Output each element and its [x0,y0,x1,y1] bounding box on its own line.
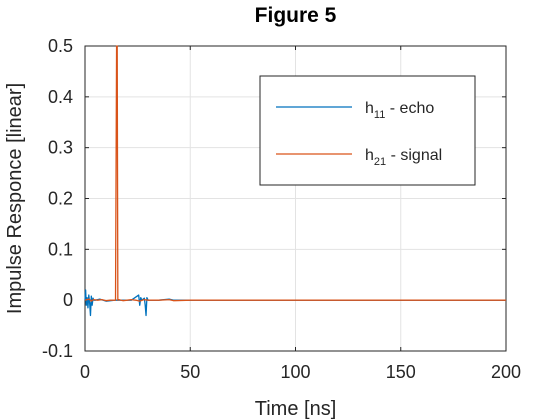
y-tick-label: 0.3 [48,138,73,158]
x-axis-label: Time [ns] [255,398,337,420]
y-tick-label: 0.2 [48,189,73,209]
series-group [84,45,506,317]
x-tick-label: 200 [491,362,521,382]
y-tick-label: 0.4 [48,87,73,107]
y-axis-label: Impulse Responce [linear] [4,83,26,314]
ticks: 0 50 100 150 200 -0.1 0 0.1 0.2 0.3 0.4 0.5 [42,36,521,382]
y-tick-label: 0.1 [48,239,73,259]
series-line-2 [84,45,506,302]
x-tick-label: 0 [80,362,90,382]
legend-box [259,75,476,186]
x-tick-label: 150 [386,362,416,382]
x-tick-label: 100 [280,362,310,382]
chart-title: Figure 5 [255,4,337,27]
y-tick-label: 0.5 [48,36,73,56]
legend-entry-1: h11 - echo [365,100,434,121]
x-tick-label: 50 [180,362,200,382]
legend-entry-2: h21 - signal [365,147,442,168]
y-tick-label: -0.1 [42,341,73,361]
legend: h11 - echo h21 - signal [259,75,476,186]
y-tick-label: 0 [63,290,73,310]
